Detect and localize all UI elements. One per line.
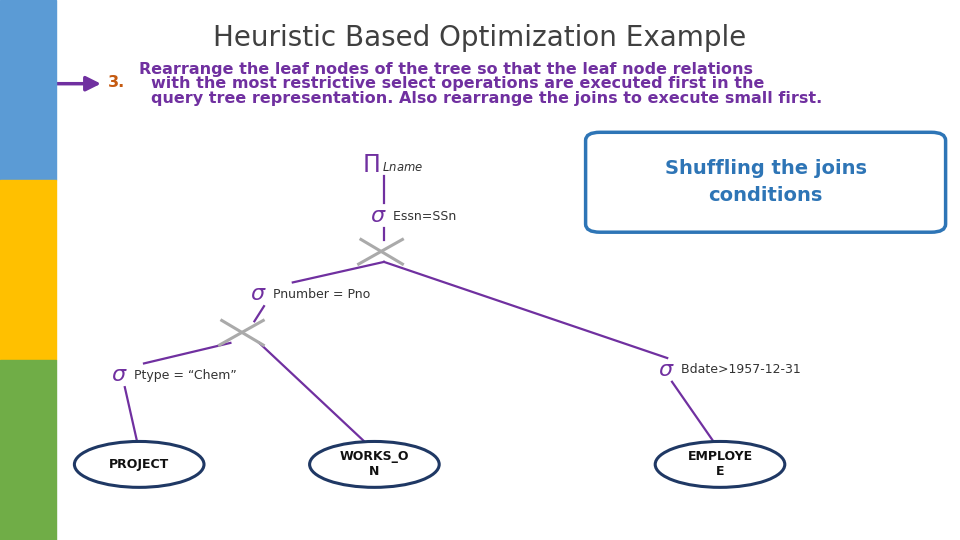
Text: Bdate>1957-12-31: Bdate>1957-12-31 — [677, 363, 801, 376]
Text: Heuristic Based Optimization Example: Heuristic Based Optimization Example — [213, 24, 747, 52]
Text: Rearrange the leaf nodes of the tree so that the leaf node relations: Rearrange the leaf nodes of the tree so … — [139, 62, 754, 77]
Text: Ptype = “Chem”: Ptype = “Chem” — [130, 369, 236, 382]
Text: PROJECT: PROJECT — [109, 458, 169, 471]
Text: 3.: 3. — [108, 75, 125, 90]
Text: with the most restrictive select operations are executed first in the: with the most restrictive select operati… — [151, 76, 764, 91]
Text: $\sigma$: $\sigma$ — [251, 284, 267, 305]
Text: Essn=SSn: Essn=SSn — [389, 210, 456, 222]
Text: $\Pi$: $\Pi$ — [362, 153, 379, 177]
Ellipse shape — [655, 442, 784, 487]
Text: query tree representation. Also rearrange the joins to execute small first.: query tree representation. Also rearrang… — [151, 91, 822, 106]
Text: Shuffling the joins
conditions: Shuffling the joins conditions — [664, 159, 867, 205]
Text: $\sigma$: $\sigma$ — [659, 360, 675, 380]
Ellipse shape — [309, 442, 440, 487]
Ellipse shape — [75, 442, 204, 487]
Text: $\sigma$: $\sigma$ — [111, 365, 128, 386]
Text: Pnumber = Pno: Pnumber = Pno — [269, 288, 370, 301]
Text: WORKS_O
N: WORKS_O N — [340, 450, 409, 478]
Text: $_{Lname}$: $_{Lname}$ — [382, 156, 423, 174]
Text: EMPLOYE
E: EMPLOYE E — [687, 450, 753, 478]
Text: $\sigma$: $\sigma$ — [371, 206, 387, 226]
FancyBboxPatch shape — [586, 132, 946, 232]
